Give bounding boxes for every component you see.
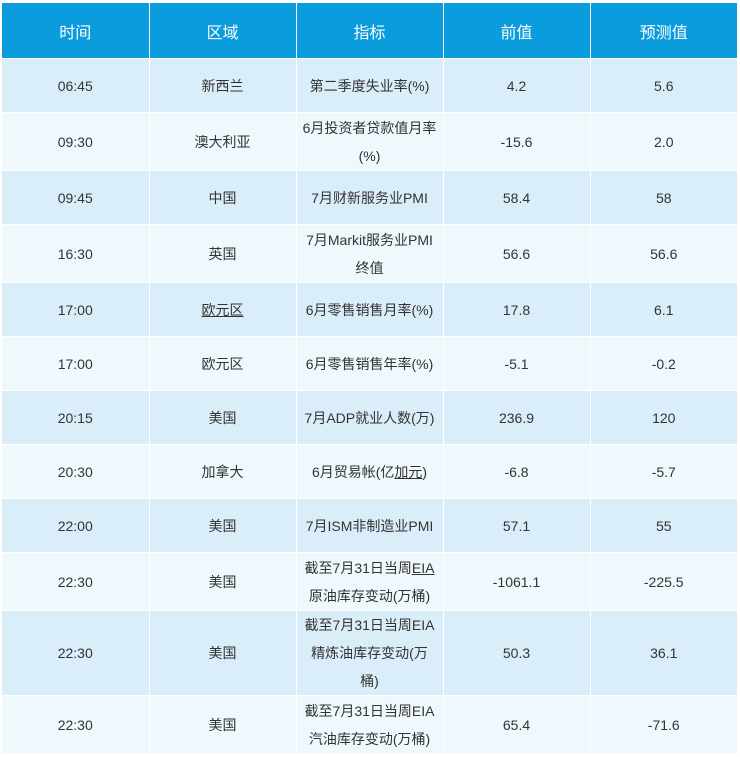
cell-forecast: -0.2	[590, 336, 737, 391]
cell-indicator: 7月财新服务业PMI	[296, 170, 444, 225]
cell-previous: 236.9	[443, 390, 591, 445]
cell-indicator: 7月ADP就业人数(万)	[296, 390, 444, 445]
cell-previous: 56.6	[443, 224, 591, 283]
header-indicator: 指标	[296, 3, 444, 59]
cell-region: 美国	[149, 610, 297, 696]
region-link[interactable]: 欧元区	[201, 301, 244, 318]
table-row: 22:30 美国 截至7月31日当周EIA精炼油库存变动(万桶) 50.3 36…	[2, 610, 737, 696]
table-row: 17:00 欧元区 6月零售销售月率(%) 17.8 6.1	[2, 282, 737, 337]
table-row: 06:45 新西兰 第二季度失业率(%) 4.2 5.6	[2, 58, 737, 113]
cell-forecast: 55	[590, 498, 737, 553]
cell-time: 20:30	[2, 444, 150, 499]
indicator-link-eia[interactable]: EIA	[411, 559, 435, 576]
cell-time: 22:30	[2, 695, 150, 753]
table-row: 20:15 美国 7月ADP就业人数(万) 236.9 120	[2, 390, 737, 445]
cell-region: 新西兰	[149, 58, 297, 113]
cell-time: 20:15	[2, 390, 150, 445]
cell-previous: -5.1	[443, 336, 591, 391]
cell-indicator: 截至7月31日当周EIA精炼油库存变动(万桶)	[296, 610, 444, 696]
table-row: 22:00 美国 7月ISM非制造业PMI 57.1 55	[2, 498, 737, 553]
cell-indicator: 6月零售销售月率(%)	[296, 282, 444, 337]
cell-time: 09:45	[2, 170, 150, 225]
table-row: 09:30 澳大利亚 6月投资者贷款值月率(%) -15.6 2.0	[2, 112, 737, 171]
economic-calendar-table: 时间 区域 指标 前值 预测值 06:45 新西兰 第二季度失业率(%) 4.2…	[2, 3, 737, 753]
cell-time: 06:45	[2, 58, 150, 113]
cell-region: 美国	[149, 390, 297, 445]
cell-forecast: -71.6	[590, 695, 737, 753]
cell-region: 加拿大	[149, 444, 297, 499]
header-time: 时间	[2, 3, 150, 59]
table-row: 09:45 中国 7月财新服务业PMI 58.4 58	[2, 170, 737, 225]
cell-indicator: 第二季度失业率(%)	[296, 58, 444, 113]
table-row: 16:30 英国 7月Markit服务业PMI终值 56.6 56.6	[2, 224, 737, 283]
indicator-text-post: )	[422, 463, 428, 480]
table-row: 22:30 美国 截至7月31日当周EIA汽油库存变动(万桶) 65.4 -71…	[2, 695, 737, 753]
cell-region: 美国	[149, 552, 297, 611]
cell-forecast: -5.7	[590, 444, 737, 499]
cell-region: 美国	[149, 695, 297, 753]
cell-previous: 65.4	[443, 695, 591, 753]
indicator-text-pre: 6月贸易帐(亿	[311, 463, 395, 480]
cell-previous: -6.8	[443, 444, 591, 499]
cell-time: 22:00	[2, 498, 150, 553]
cell-previous: 4.2	[443, 58, 591, 113]
cell-previous: 17.8	[443, 282, 591, 337]
cell-time: 16:30	[2, 224, 150, 283]
indicator-text-post: 原油库存变动(万桶)	[308, 587, 431, 604]
header-forecast: 预测值	[590, 3, 737, 59]
cell-forecast: 2.0	[590, 112, 737, 171]
cell-forecast: -225.5	[590, 552, 737, 611]
cell-time: 17:00	[2, 282, 150, 337]
cell-indicator: 6月零售销售年率(%)	[296, 336, 444, 391]
cell-region: 英国	[149, 224, 297, 283]
cell-forecast: 36.1	[590, 610, 737, 696]
cell-region: 澳大利亚	[149, 112, 297, 171]
indicator-link-cad[interactable]: 加元	[394, 463, 423, 480]
cell-previous: -1061.1	[443, 552, 591, 611]
cell-forecast: 6.1	[590, 282, 737, 337]
cell-previous: 58.4	[443, 170, 591, 225]
cell-time: 17:00	[2, 336, 150, 391]
table-row: 17:00 欧元区 6月零售销售年率(%) -5.1 -0.2	[2, 336, 737, 391]
table-row: 20:30 加拿大 6月贸易帐(亿加元) -6.8 -5.7	[2, 444, 737, 499]
cell-indicator: 截至7月31日当周EIA汽油库存变动(万桶)	[296, 695, 444, 753]
cell-indicator: 6月投资者贷款值月率(%)	[296, 112, 444, 171]
cell-time: 09:30	[2, 112, 150, 171]
indicator-text-pre: 截至7月31日当周	[304, 559, 412, 576]
cell-forecast: 5.6	[590, 58, 737, 113]
cell-indicator: 7月ISM非制造业PMI	[296, 498, 444, 553]
cell-indicator: 7月Markit服务业PMI终值	[296, 224, 444, 283]
cell-previous: -15.6	[443, 112, 591, 171]
table-row: 22:30 美国 截至7月31日当周EIA原油库存变动(万桶) -1061.1 …	[2, 552, 737, 611]
cell-region: 中国	[149, 170, 297, 225]
header-previous: 前值	[443, 3, 591, 59]
cell-time: 22:30	[2, 552, 150, 611]
cell-forecast: 120	[590, 390, 737, 445]
table-header-row: 时间 区域 指标 前值 预测值	[2, 3, 737, 59]
cell-region: 欧元区	[149, 336, 297, 391]
cell-indicator: 6月贸易帐(亿加元)	[296, 444, 444, 499]
cell-previous: 50.3	[443, 610, 591, 696]
cell-indicator: 截至7月31日当周EIA 原油库存变动(万桶)	[296, 552, 444, 611]
cell-forecast: 58	[590, 170, 737, 225]
cell-previous: 57.1	[443, 498, 591, 553]
cell-time: 22:30	[2, 610, 150, 696]
header-region: 区域	[149, 3, 297, 59]
cell-forecast: 56.6	[590, 224, 737, 283]
cell-region: 美国	[149, 498, 297, 553]
cell-region: 欧元区	[149, 282, 297, 337]
